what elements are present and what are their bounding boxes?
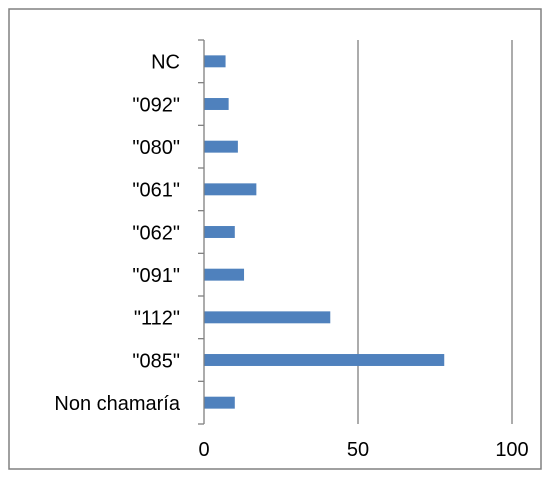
category-label: "091" xyxy=(132,265,180,287)
category-label: "061" xyxy=(132,180,180,202)
x-tick-label: 50 xyxy=(347,439,369,461)
bar-6 xyxy=(204,183,257,196)
category-label: "112" xyxy=(134,308,180,330)
bar-3 xyxy=(204,311,331,324)
tick-labels: 0 50 100 xyxy=(198,439,528,461)
chart-border xyxy=(8,8,542,470)
bar-7 xyxy=(204,140,238,153)
category-label: "085" xyxy=(132,350,180,372)
category-label: "062" xyxy=(132,222,180,244)
x-tick-label: 100 xyxy=(495,439,528,461)
bar-8 xyxy=(204,98,229,110)
bar-9 xyxy=(204,55,226,68)
category-label: "080" xyxy=(132,137,180,159)
category-label: "092" xyxy=(132,94,180,116)
category-labels: Non chamaría "085" "112" "091" "062" "061" "08… xyxy=(54,52,180,415)
category-label: NC xyxy=(151,52,180,74)
bar-2 xyxy=(204,354,445,366)
axes xyxy=(198,39,205,425)
x-tick-label: 0 xyxy=(198,439,209,461)
bars xyxy=(204,55,445,409)
bar-4 xyxy=(204,268,245,281)
bar-5 xyxy=(204,226,235,238)
bar-1 xyxy=(204,396,235,409)
category-label: Non chamaría xyxy=(54,393,180,415)
